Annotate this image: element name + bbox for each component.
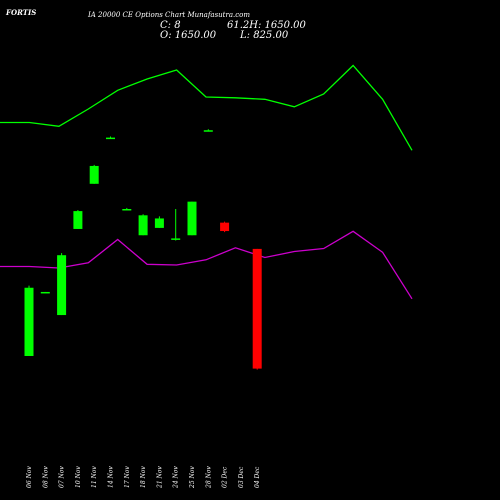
candle-body — [89, 165, 99, 184]
candle-body — [252, 248, 262, 369]
x-tick-label: 03 Dec — [238, 466, 245, 488]
candle-body — [203, 130, 213, 132]
candle-body — [154, 218, 164, 228]
candle-body — [122, 209, 132, 211]
lower-indicator-line — [0, 230, 413, 300]
open-value: O: 1650.00 — [160, 30, 217, 41]
x-tick-label: 24 Nov — [173, 466, 180, 489]
x-tick-label: 25 Nov — [189, 466, 196, 489]
symbol-label: FORTIS — [6, 8, 37, 17]
indicator-lines — [0, 64, 413, 300]
high-value: 61.2H: 1650.00 — [227, 20, 306, 31]
x-axis-labels: 06 Nov 08 Nov 07 Nov 10 Nov 11 Nov 14 Nov 17 N… — [26, 466, 261, 489]
candle-body — [40, 291, 50, 294]
upper-indicator-line — [0, 64, 413, 151]
candle-body — [187, 201, 197, 236]
x-tick-label: 02 Dec — [222, 466, 229, 488]
candle-body — [73, 211, 83, 229]
x-tick-label: 10 Nov — [75, 466, 82, 488]
candle-body — [171, 238, 181, 240]
x-tick-label: 07 Nov — [59, 466, 66, 488]
candle-body — [220, 222, 230, 232]
x-tick-label: 04 Dec — [254, 466, 261, 488]
candle-body — [57, 255, 67, 316]
x-tick-label: 18 Nov — [140, 466, 147, 488]
low-value: L: 825.00 — [240, 30, 289, 41]
x-tick-label: 11 Nov — [91, 466, 98, 488]
x-tick-label: 21 Nov — [156, 466, 163, 489]
candle-body — [24, 287, 34, 356]
x-tick-label: 08 Nov — [42, 466, 49, 488]
candle-body — [138, 215, 148, 236]
x-tick-label: 14 Nov — [108, 466, 115, 488]
x-tick-label: 17 Nov — [124, 466, 131, 488]
x-tick-label: 28 Nov — [205, 466, 212, 489]
candles-group — [24, 129, 262, 370]
x-tick-label: 06 Nov — [26, 466, 33, 488]
chart-title: IA 20000 CE Options Chart Munafasutra.co… — [88, 11, 251, 19]
candle-body — [106, 137, 115, 140]
close-value: C: 8 — [160, 20, 181, 31]
